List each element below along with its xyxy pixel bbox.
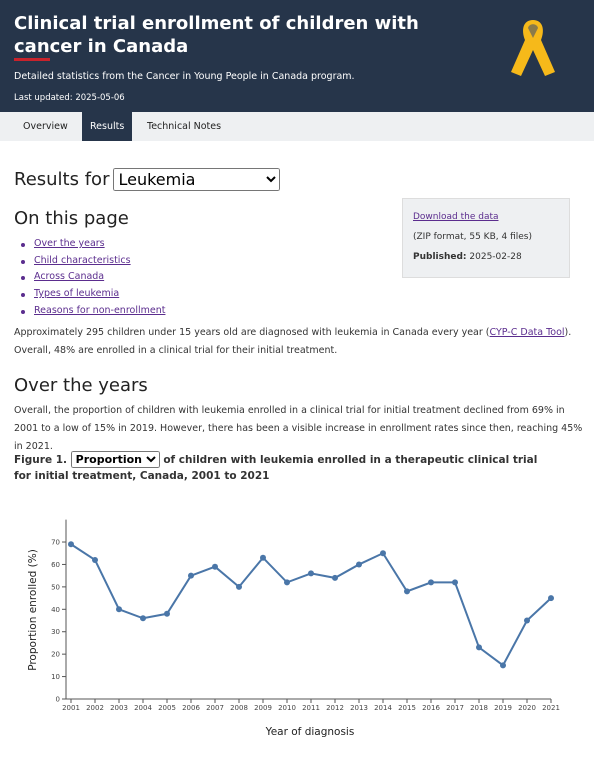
point (500, 662, 506, 669)
x-tick-label: 2012 (326, 704, 344, 712)
figure-caption: Figure 1. Proportion of children with le… (14, 451, 554, 484)
y-tick-label: 50 (51, 583, 60, 591)
y-tick-label: 60 (51, 561, 60, 569)
toc: Over the years Child characteristics Acr… (20, 238, 166, 322)
x-tick-label: 2016 (422, 704, 440, 712)
section-heading: Over the years (14, 375, 148, 396)
toc-item: Over the years (20, 238, 165, 255)
y-tick-label: 20 (51, 651, 60, 659)
x-tick-label: 2013 (350, 704, 368, 712)
results-heading: Results for (14, 169, 110, 190)
x-tick-label: 2006 (182, 704, 200, 712)
chart: Year of diagnosis Proportion enrolled (%… (27, 519, 560, 738)
point (476, 644, 482, 651)
point (260, 554, 266, 561)
x-tick-label: 2014 (374, 704, 392, 712)
published-date: 2025-02-28 (469, 252, 522, 262)
toc-item: Child characteristics (20, 254, 165, 272)
y-tick-label: 0 (56, 696, 60, 704)
point (68, 541, 74, 548)
toc-item: Across Canada (20, 271, 165, 288)
point (524, 617, 530, 624)
tab-active[interactable]: Results (82, 112, 133, 141)
point (308, 570, 314, 577)
measure-select[interactable]: Proportion (70, 451, 160, 468)
toc-link[interactable]: Across Canada (34, 271, 105, 283)
point (548, 595, 554, 602)
x-tick-label: 2019 (494, 704, 512, 712)
x-tick-label: 2017 (446, 704, 464, 712)
y-axis-title: Proportion enrolled (%) (27, 549, 39, 671)
point (284, 579, 290, 586)
x-tick-label: 2011 (302, 704, 320, 712)
x-tick-label: 2009 (254, 704, 272, 712)
x-tick-label: 2007 (206, 704, 224, 712)
x-tick-label: 2020 (518, 704, 536, 712)
x-tick-label: 2001 (62, 704, 80, 712)
point (380, 550, 386, 557)
published-label: Published: (413, 252, 467, 262)
point (188, 572, 194, 579)
text: ). Overall, 48% are enrolled in a clinic… (14, 327, 572, 356)
point (332, 574, 338, 581)
subtitle: Detailed statistics from the Cancer in Y… (14, 71, 355, 82)
page-title: Clinical trial enrollment of children wi… (14, 13, 419, 57)
x-tick-label: 2015 (398, 704, 416, 712)
toc-item: Types of leukemia (20, 288, 165, 305)
ribbon-icon (511, 20, 555, 76)
section-text: Overall, the proportion of children with… (14, 405, 583, 452)
point (164, 610, 170, 617)
y-tick-label: 30 (51, 628, 60, 636)
x-tick-label: 2010 (278, 704, 296, 712)
last-updated: Last updated: 2025-05-06 (14, 93, 125, 103)
point (428, 579, 434, 586)
toc-link[interactable]: Types of leukemia (34, 288, 120, 300)
point (356, 561, 362, 568)
point (116, 606, 122, 613)
x-tick-label: 2018 (470, 704, 488, 712)
tab[interactable]: Overview (23, 121, 68, 132)
x-tick-label: 2008 (230, 704, 248, 712)
point (452, 579, 458, 586)
title-rule (14, 58, 50, 61)
y-tick-label: 10 (51, 673, 60, 681)
point (236, 583, 242, 590)
intro: Approximately 295 children under 15 year… (14, 324, 580, 360)
y-tick-label: 40 (51, 606, 60, 614)
point (140, 615, 146, 622)
results-for: Results for Leukemia (14, 168, 281, 191)
file-details: (ZIP format, 55 KB, 4 files) (413, 232, 532, 242)
toc-link[interactable]: Reasons for non-enrollment (34, 304, 166, 316)
x-tick-label: 2021 (542, 704, 560, 712)
section-heading: On this page (14, 208, 129, 229)
download-link[interactable]: Download the data (413, 212, 499, 222)
x-tick-label: 2002 (86, 704, 104, 712)
point (212, 563, 218, 570)
download-box: Download the data (ZIP format, 55 KB, 4 … (402, 198, 570, 278)
figure-label: Figure 1. (14, 454, 68, 466)
header (0, 0, 594, 112)
point (92, 556, 98, 563)
link[interactable]: CYP-C Data Tool (489, 327, 565, 338)
x-axis-title: Year of diagnosis (265, 726, 355, 738)
x-tick-label: 2004 (134, 704, 152, 712)
x-tick-label: 2003 (110, 704, 128, 712)
x-tick-label: 2005 (158, 704, 176, 712)
text: Approximately 295 children under 15 year… (14, 327, 490, 338)
tab-bar: Overview Results Technical Notes (0, 112, 594, 141)
point (404, 588, 410, 595)
tab[interactable]: Technical Notes (147, 121, 222, 132)
y-tick-label: 70 (51, 539, 60, 547)
cancer-select[interactable]: Leukemia (113, 168, 281, 191)
toc-link[interactable]: Over the years (34, 238, 105, 249)
toc-item: Reasons for non-enrollment (20, 304, 166, 322)
caption: of children with leukemia enrolled in a … (14, 454, 538, 482)
toc-link[interactable]: Child characteristics (34, 254, 131, 266)
